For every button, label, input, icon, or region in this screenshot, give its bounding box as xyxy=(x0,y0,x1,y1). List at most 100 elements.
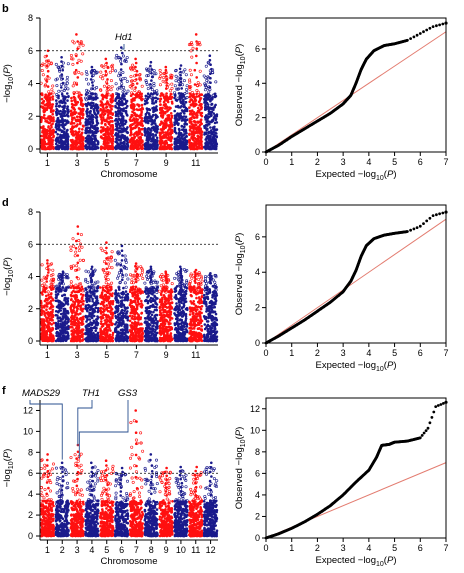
snp-point xyxy=(120,136,123,140)
snp-point xyxy=(189,112,192,115)
snp-point xyxy=(70,322,73,326)
snp-point xyxy=(69,139,73,142)
snp-point xyxy=(192,100,195,103)
snp-point xyxy=(123,142,126,146)
snp-point xyxy=(60,92,64,96)
snp-point xyxy=(71,105,74,109)
snp-point xyxy=(41,106,45,109)
snp-point xyxy=(140,133,144,136)
snp-point xyxy=(150,75,154,79)
snp-point xyxy=(51,91,55,95)
snp-point xyxy=(133,97,136,100)
snp-point xyxy=(95,115,99,119)
snp-point xyxy=(51,112,54,116)
snp-point xyxy=(164,65,168,69)
snp-point xyxy=(175,131,178,135)
snp-point xyxy=(43,141,46,144)
snp-point xyxy=(195,54,198,58)
snp-point xyxy=(61,143,65,146)
snp-point xyxy=(111,112,115,115)
snp-point xyxy=(141,97,144,101)
snp-point xyxy=(125,92,128,95)
snp-point xyxy=(105,105,109,108)
snp-point xyxy=(111,331,115,335)
snp-point xyxy=(55,84,59,88)
snp-point xyxy=(85,104,88,108)
snp-point xyxy=(55,94,59,98)
snp-point xyxy=(73,108,76,111)
snp-point xyxy=(131,63,135,67)
snp-point xyxy=(65,81,69,85)
qq-point xyxy=(441,22,445,26)
snp-point xyxy=(74,290,77,294)
snp-point xyxy=(84,279,88,283)
snp-point xyxy=(204,64,208,68)
snp-point xyxy=(179,100,182,104)
snp-point xyxy=(152,107,156,110)
snp-point xyxy=(158,75,162,79)
snp-point xyxy=(206,134,210,137)
snp-point xyxy=(99,75,103,79)
snp-point xyxy=(75,83,79,86)
snp-point xyxy=(124,137,128,141)
snp-point xyxy=(85,111,89,115)
snp-point xyxy=(46,102,50,105)
snp-point xyxy=(60,56,63,59)
snp-point xyxy=(121,124,125,127)
snp-point xyxy=(106,65,109,69)
snp-point xyxy=(200,132,203,135)
snp-point xyxy=(132,117,136,120)
snp-point xyxy=(208,54,212,57)
snp-point xyxy=(192,116,196,119)
snp-point xyxy=(164,68,168,72)
snp-point xyxy=(185,135,188,138)
snp-point xyxy=(78,339,82,342)
snp-point xyxy=(76,147,80,151)
snp-point xyxy=(131,127,134,130)
snp-point xyxy=(45,64,49,68)
snp-point xyxy=(200,106,203,109)
snp-point xyxy=(135,69,139,73)
snp-point xyxy=(54,78,58,82)
snp-point xyxy=(102,133,105,136)
snp-point xyxy=(57,89,61,93)
snp-point xyxy=(67,324,70,328)
snp-point xyxy=(95,320,99,324)
snp-point xyxy=(196,134,200,138)
qq-point xyxy=(422,30,425,34)
snp-point xyxy=(135,132,138,136)
snp-point xyxy=(71,339,75,343)
snp-point xyxy=(210,114,213,118)
snp-point xyxy=(67,95,70,99)
snp-point xyxy=(173,121,176,124)
snp-point xyxy=(92,314,96,318)
snp-point xyxy=(70,57,74,61)
snp-point xyxy=(52,339,55,343)
snp-point xyxy=(63,330,67,334)
snp-point xyxy=(46,85,50,88)
snp-point xyxy=(95,123,98,127)
snp-point xyxy=(164,72,167,75)
snp-point xyxy=(40,283,44,287)
snp-point xyxy=(163,119,167,122)
snp-point xyxy=(116,135,119,138)
snp-point xyxy=(99,135,103,139)
x-tick-label: 2 xyxy=(315,157,320,167)
snp-point xyxy=(45,277,48,280)
y-axis-label: Observed −log10(P) xyxy=(234,44,247,127)
snp-point xyxy=(65,78,69,82)
snp-point xyxy=(66,146,70,149)
snp-point xyxy=(94,93,98,97)
snp-point xyxy=(129,75,133,79)
snp-point xyxy=(182,79,186,83)
snp-point xyxy=(58,104,62,107)
snp-point xyxy=(119,120,123,124)
snp-point xyxy=(177,122,180,125)
snp-point xyxy=(94,97,97,101)
snp-point xyxy=(154,145,158,149)
snp-point xyxy=(145,101,148,105)
snp-point xyxy=(121,71,125,75)
snp-point xyxy=(41,147,45,151)
snp-point xyxy=(107,128,110,132)
snp-point xyxy=(89,331,92,334)
